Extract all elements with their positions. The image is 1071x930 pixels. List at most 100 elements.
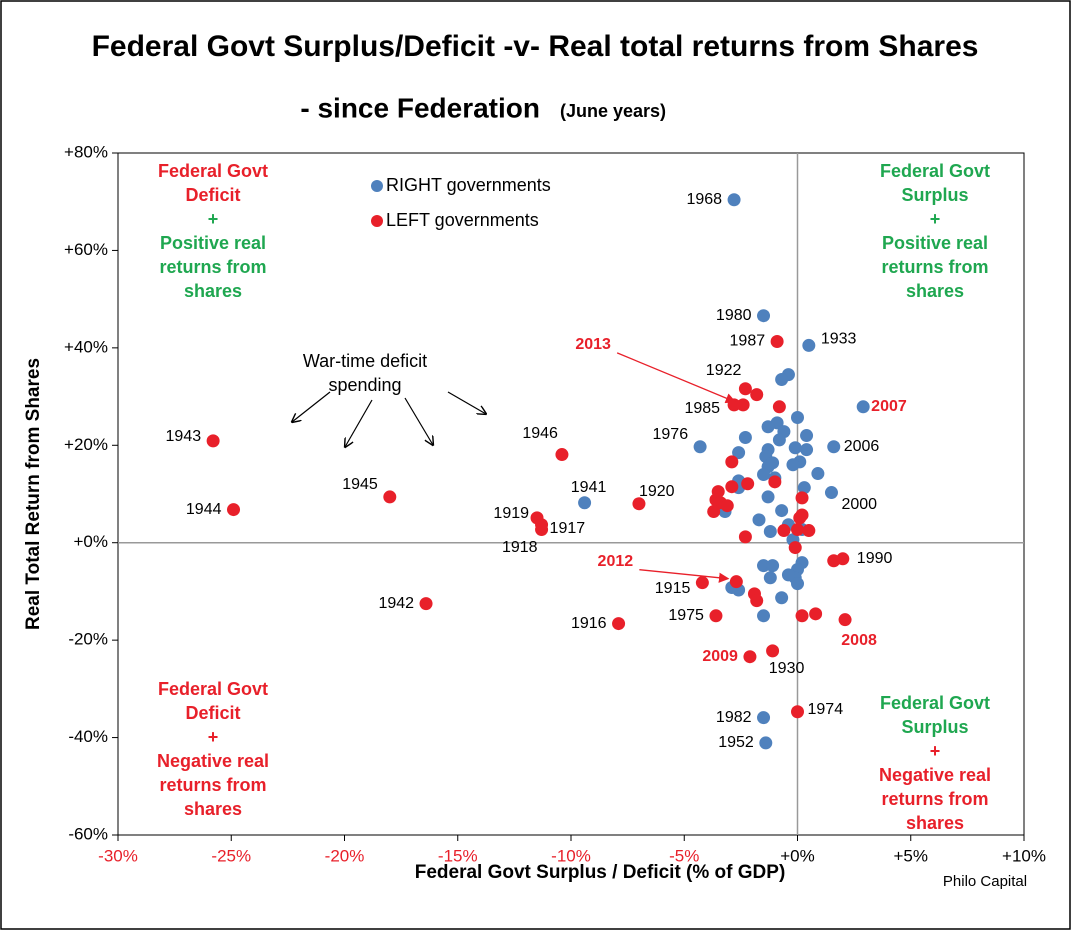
point: [775, 591, 789, 605]
point: [695, 576, 709, 590]
point: [791, 577, 804, 591]
point: [720, 499, 734, 513]
quadrant-note: Positive real: [160, 233, 266, 253]
point-label: 2007: [871, 398, 907, 415]
point: [743, 650, 757, 664]
point: [827, 554, 841, 568]
point: [766, 456, 780, 470]
point: [766, 644, 780, 658]
point: [781, 568, 795, 582]
y-tick-label: +0%: [74, 532, 109, 551]
point: [800, 443, 814, 457]
x-tick-label: -20%: [325, 846, 365, 865]
subtitle-note: (June years): [560, 101, 666, 121]
quadrant-note: shares: [184, 281, 242, 301]
point-label: 2000: [841, 496, 877, 513]
y-tick-label: -60%: [68, 824, 108, 843]
point: [802, 338, 816, 352]
arrow: [345, 399, 373, 447]
quadrant-note: Deficit: [185, 703, 240, 723]
quadrant-note: returns from: [159, 775, 266, 795]
point-label: 2008: [841, 632, 877, 649]
y-tick-label: -40%: [68, 727, 108, 746]
x-tick-label: +5%: [894, 846, 929, 865]
quadrant-note: shares: [184, 799, 242, 819]
point: [791, 411, 804, 425]
quadrant-note: +: [930, 741, 941, 761]
point: [827, 440, 841, 454]
subtitle: - since Federation: [300, 92, 540, 123]
point: [793, 511, 807, 525]
x-tick-label: +10%: [1002, 846, 1046, 865]
point-label: 1974: [808, 701, 844, 718]
legend-label: LEFT governments: [386, 210, 539, 230]
point-label: 1933: [821, 331, 857, 348]
x-tick-label: -30%: [98, 846, 138, 865]
quadrant-note: Federal Govt: [158, 679, 268, 699]
point-label: 2012: [598, 553, 634, 570]
y-tick-label: +40%: [64, 337, 108, 356]
quadrant-note: returns from: [159, 257, 266, 277]
arrow: [404, 397, 433, 445]
point-label: 1918: [502, 539, 538, 556]
point-label: 1980: [716, 307, 752, 324]
point: [759, 736, 773, 750]
point: [761, 420, 775, 434]
quadrant-note: Federal Govt: [880, 693, 990, 713]
point: [757, 711, 771, 725]
annotation: War-time deficit: [303, 351, 427, 371]
point: [763, 571, 777, 585]
point-label: 2009: [702, 648, 738, 665]
point: [809, 607, 823, 621]
quadrant-note: Negative real: [157, 751, 269, 771]
point: [757, 468, 771, 482]
arrow: [447, 391, 486, 414]
y-tick-label: +80%: [64, 142, 108, 161]
point: [757, 559, 771, 573]
point: [535, 523, 549, 537]
arrow: [292, 391, 331, 422]
point-label: 2006: [844, 438, 880, 455]
point: [693, 440, 707, 454]
point: [738, 530, 752, 544]
y-tick-label: +60%: [64, 240, 108, 259]
point-label: 1952: [718, 734, 754, 751]
x-tick-label: -25%: [211, 846, 251, 865]
point: [763, 525, 777, 539]
point: [750, 388, 764, 402]
point: [777, 524, 791, 538]
x-tick-label: -10%: [551, 846, 591, 865]
label-arrow: [639, 569, 730, 583]
point: [738, 382, 752, 396]
point: [772, 400, 786, 414]
quadrant-note: +: [208, 209, 219, 229]
point: [612, 617, 626, 631]
quadrant-note: Surplus: [901, 185, 968, 205]
point: [772, 433, 786, 447]
point-label: 1917: [550, 520, 586, 537]
point: [227, 503, 241, 517]
point-label: 1968: [686, 191, 722, 208]
point: [383, 490, 397, 504]
point: [725, 455, 739, 469]
point: [707, 505, 721, 519]
point: [788, 541, 802, 555]
annotation-arrows: [292, 391, 486, 447]
x-tick-label: -5%: [669, 846, 699, 865]
quadrant-note: shares: [906, 813, 964, 833]
point-label: 1916: [571, 615, 607, 632]
point: [738, 430, 752, 444]
legend-marker: [371, 180, 383, 192]
point: [757, 609, 771, 623]
point: [757, 309, 771, 323]
point-label: 1987: [730, 333, 766, 350]
legend-label: RIGHT governments: [386, 175, 551, 195]
point: [725, 480, 739, 494]
point-label: 1976: [653, 426, 689, 443]
point: [711, 485, 725, 499]
point: [795, 491, 809, 505]
point: [824, 486, 838, 500]
quadrant-note: +: [208, 727, 219, 747]
